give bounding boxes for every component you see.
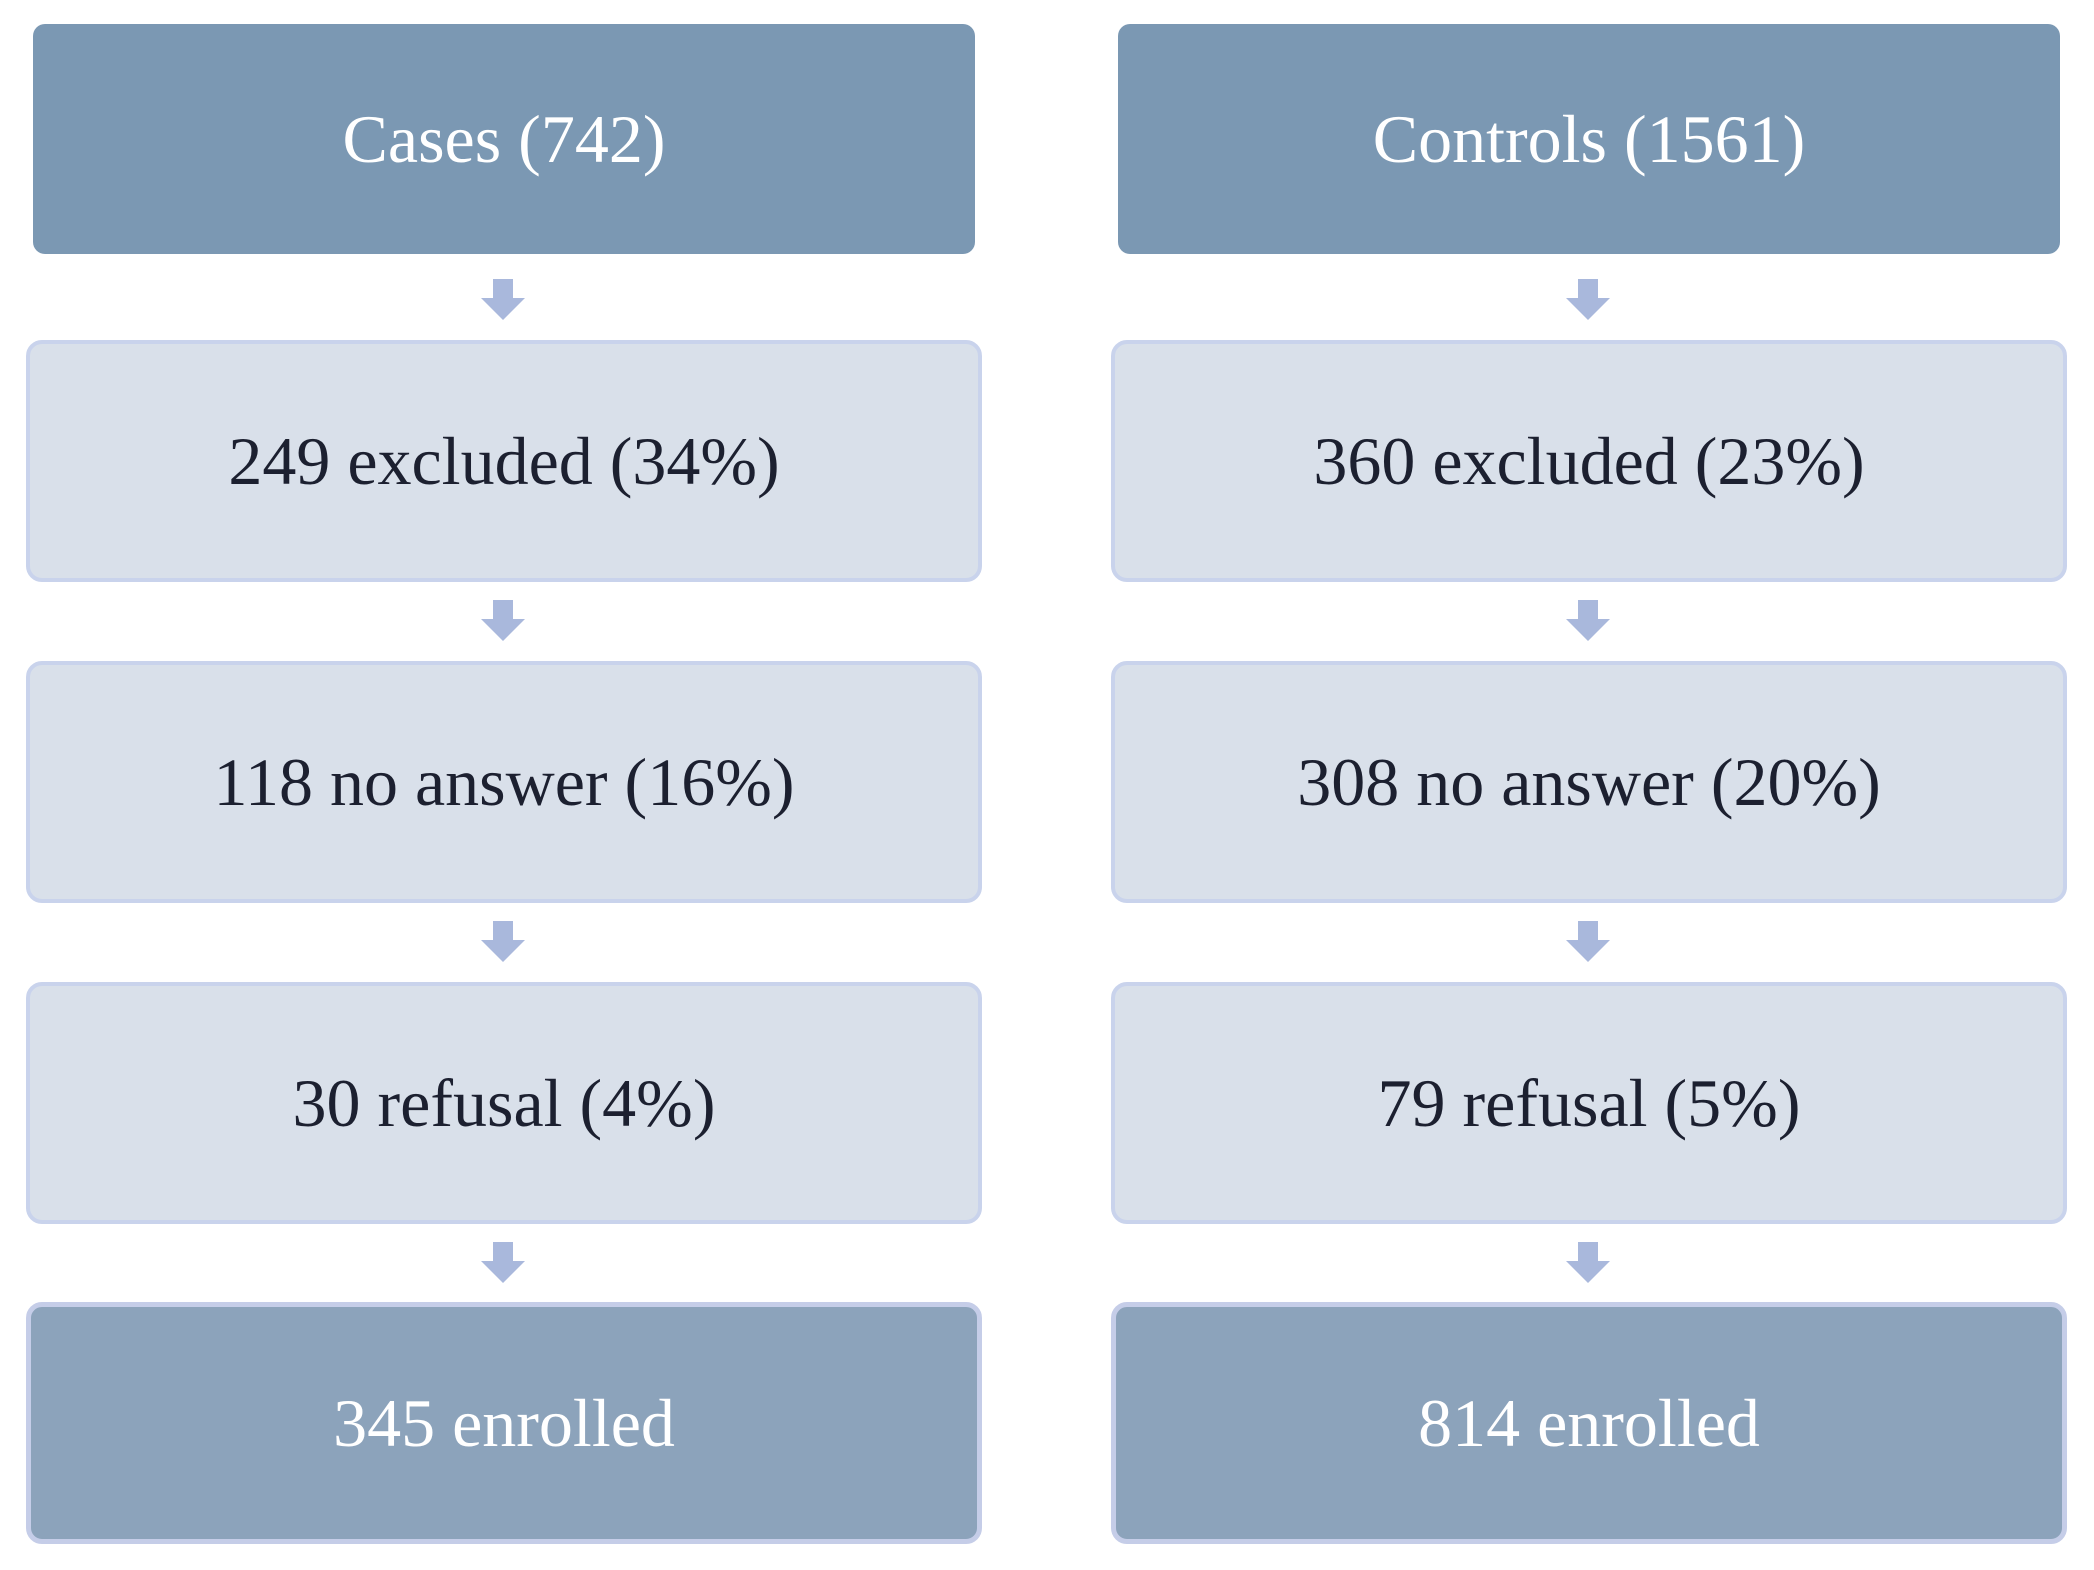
step-box: 118 no answer (16%) (26, 661, 982, 903)
step-box: 30 refusal (4%) (26, 982, 982, 1224)
arrow (1566, 279, 1610, 320)
result-box: 814 enrolled (1111, 1302, 2067, 1544)
arrow (1566, 1242, 1610, 1283)
column-header: Cases (742) (33, 24, 975, 254)
arrow (481, 279, 525, 320)
step-box: 79 refusal (5%) (1111, 982, 2067, 1224)
step-box: 249 excluded (34%) (26, 340, 982, 582)
arrow (1566, 921, 1610, 962)
result-box: 345 enrolled (26, 1302, 982, 1544)
step-box: 360 excluded (23%) (1111, 340, 2067, 582)
arrow (481, 600, 525, 641)
column-header: Controls (1561) (1118, 24, 2060, 254)
arrow (481, 921, 525, 962)
step-box: 308 no answer (20%) (1111, 661, 2067, 903)
arrow (1566, 600, 1610, 641)
arrow (481, 1242, 525, 1283)
